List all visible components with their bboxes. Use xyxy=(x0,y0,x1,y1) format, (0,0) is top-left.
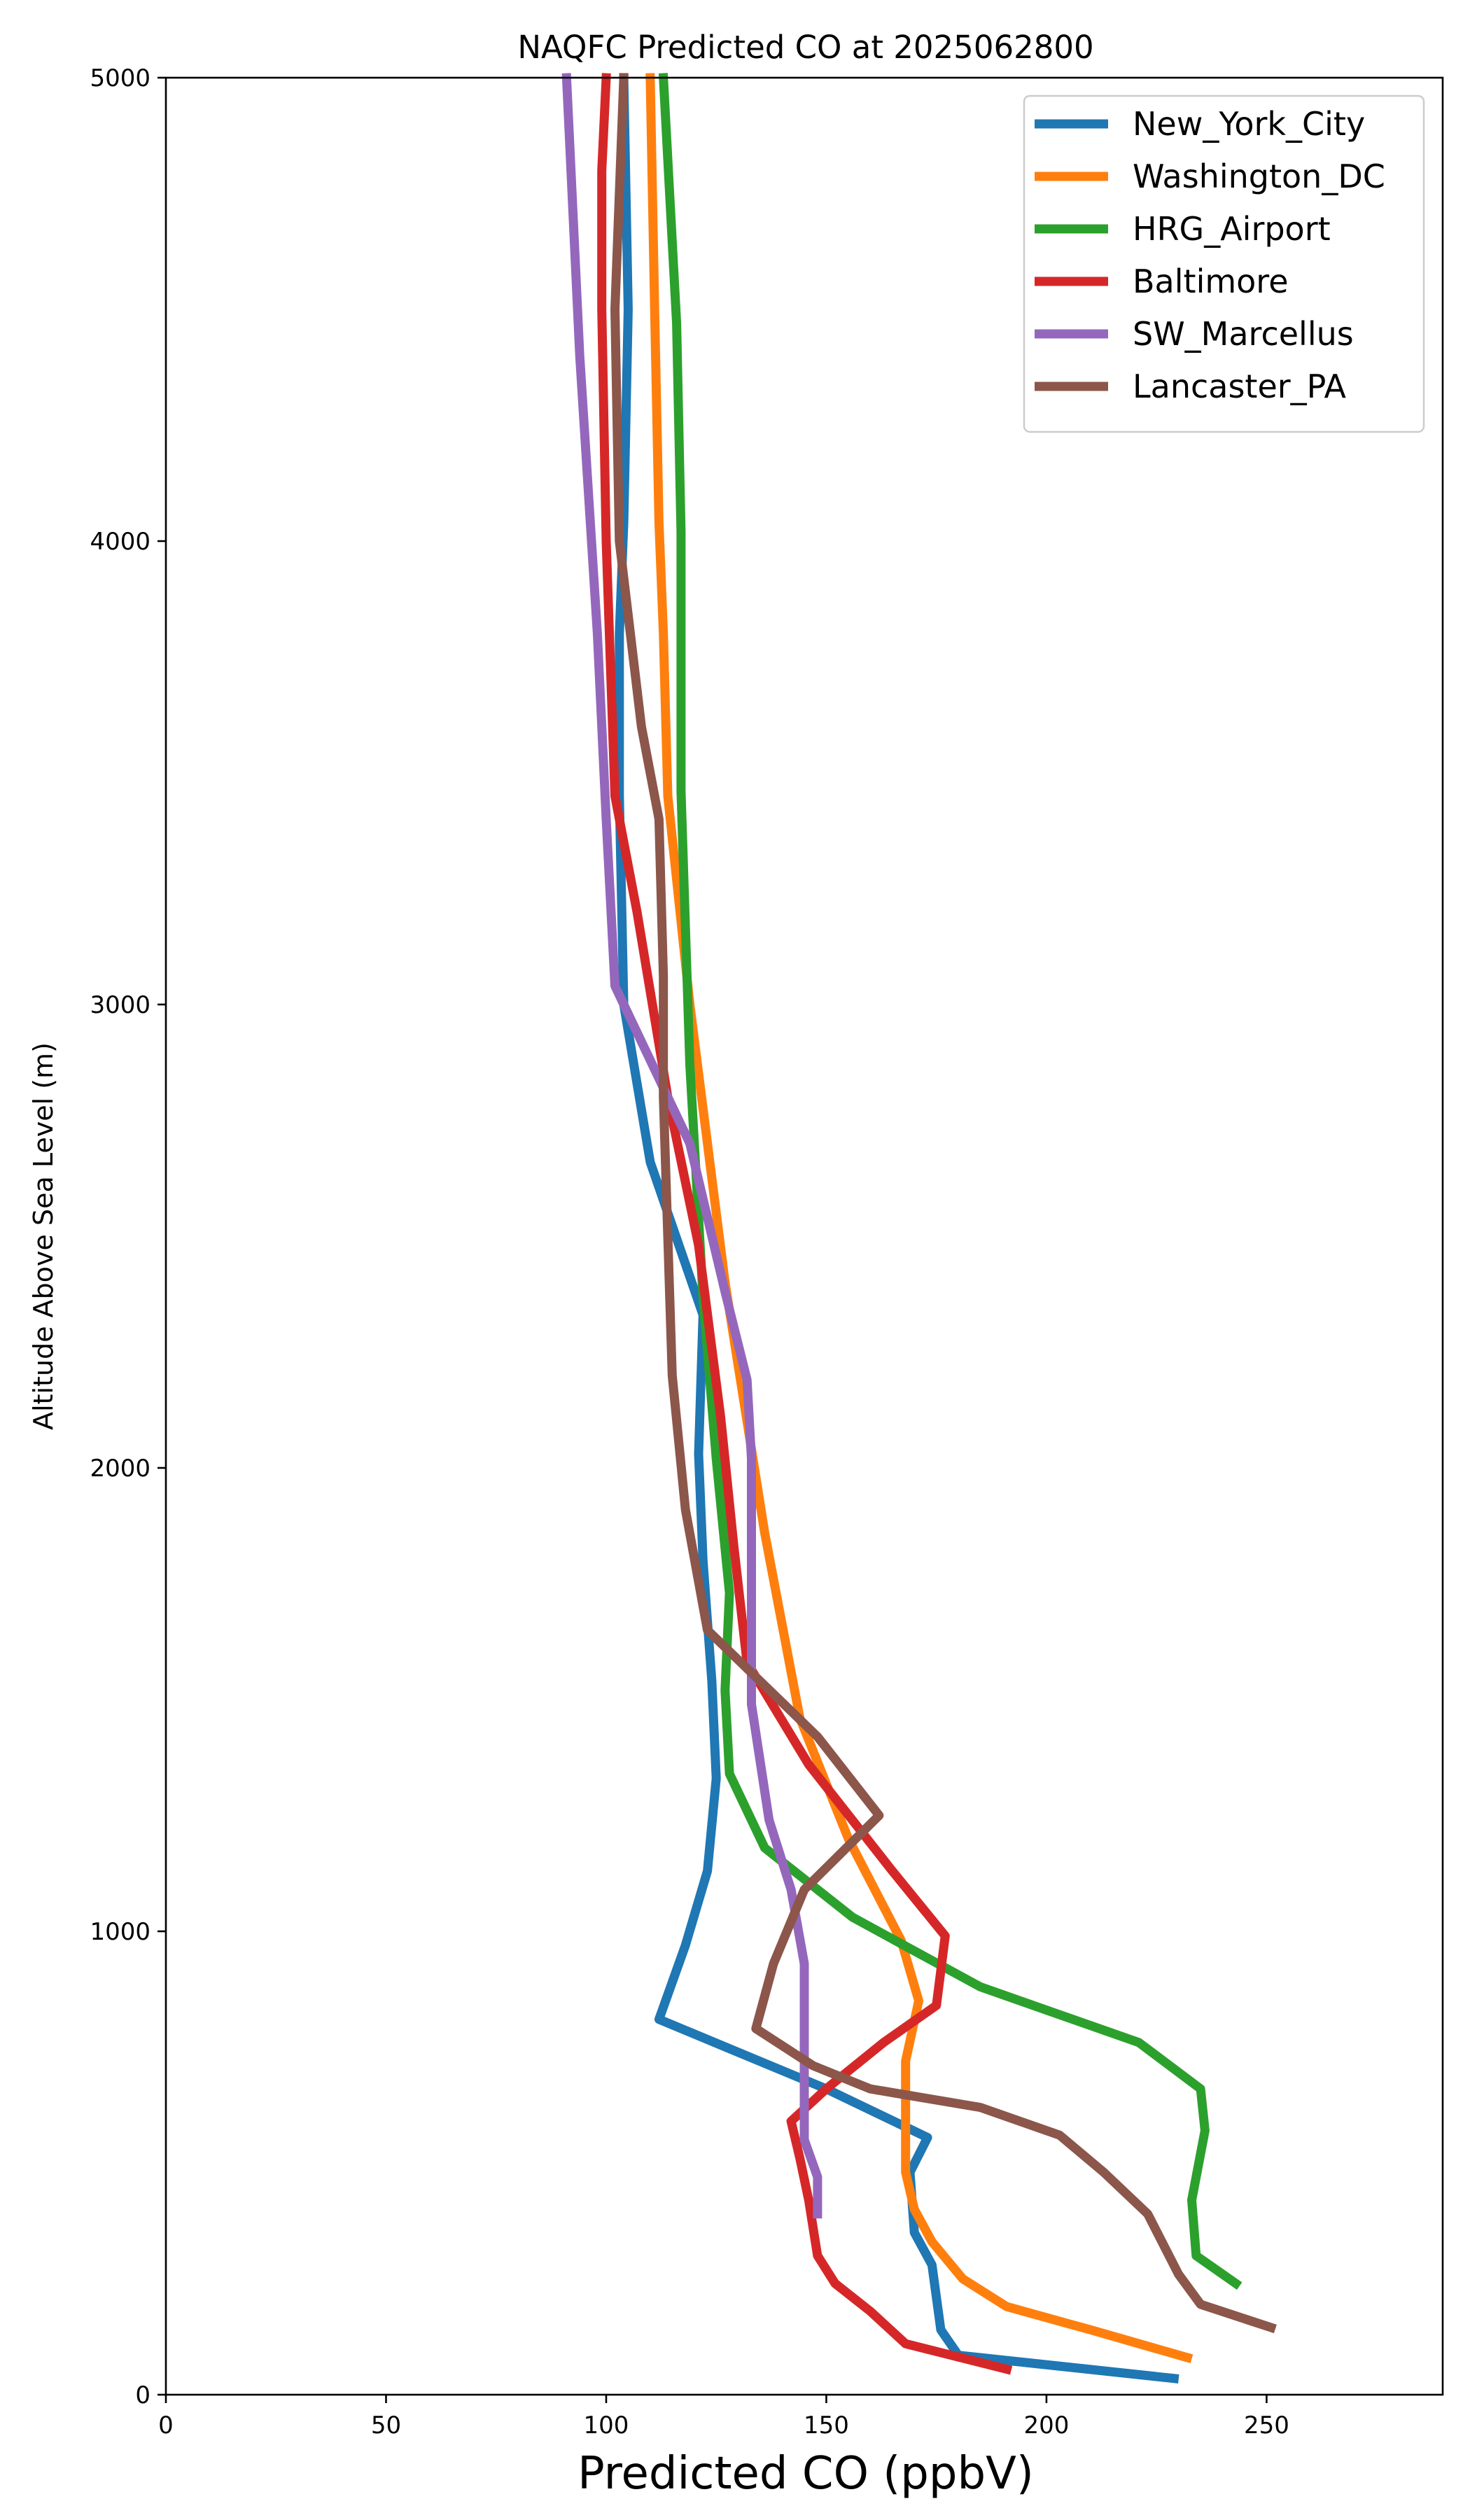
legend-item-washington-dc[interactable]: Washington_DC xyxy=(1035,158,1385,195)
legend-item-baltimore[interactable]: Baltimore xyxy=(1035,262,1289,300)
legend-label: HRG_Airport xyxy=(1133,210,1331,248)
legend-label: Washington_DC xyxy=(1133,158,1385,195)
plot-frame xyxy=(164,76,1444,2396)
x-tick-label: 50 xyxy=(371,2412,401,2440)
series-line-lancaster-pa xyxy=(610,73,1277,2334)
legend-label: Lancaster_PA xyxy=(1133,368,1346,405)
legend-box xyxy=(1023,94,1425,433)
series-line-sw-marcellus xyxy=(561,73,822,2219)
legend-item-sw-marcellus[interactable]: SW_Marcellus xyxy=(1035,315,1354,353)
series-line-baltimore xyxy=(597,73,1013,2375)
y-tick-label: 2000 xyxy=(90,1455,150,1483)
legend-label: New_York_City xyxy=(1133,105,1365,143)
legend-item-lancaster-pa[interactable]: Lancaster_PA xyxy=(1035,368,1346,405)
x-axis-label: Predicted CO (ppbV) xyxy=(578,2448,1034,2500)
x-tick-label: 0 xyxy=(158,2412,174,2440)
legend-item-hrg-airport[interactable]: HRG_Airport xyxy=(1035,210,1331,248)
y-tick-label: 3000 xyxy=(90,991,150,1019)
chart-title: NAQFC Predicted CO at 2025062800 xyxy=(517,29,1093,66)
y-tick-label: 1000 xyxy=(90,1918,150,1946)
x-tick-label: 250 xyxy=(1244,2412,1289,2440)
y-axis: 0 1000 2000 3000 4000 5000 xyxy=(90,64,166,2409)
y-tick-label: 4000 xyxy=(90,528,150,556)
y-axis-label: Altitude Above Sea Level (m) xyxy=(28,1042,59,1430)
x-tick-label: 100 xyxy=(584,2412,629,2440)
x-tick-label: 150 xyxy=(804,2412,849,2440)
y-tick-label: 5000 xyxy=(90,64,150,92)
series-layer xyxy=(561,73,1277,2384)
legend-item-new-york-city[interactable]: New_York_City xyxy=(1035,105,1365,143)
legend-label: Baltimore xyxy=(1133,262,1289,300)
y-tick-label: 0 xyxy=(135,2381,150,2409)
legend[interactable]: New_York_City Washington_DC HRG_Airport Bal… xyxy=(1023,94,1425,433)
series-line-new-york-city xyxy=(615,73,1180,2384)
series-line-hrg-airport xyxy=(658,73,1242,2290)
x-axis: 0 50 100 150 200 250 xyxy=(158,2395,1289,2440)
legend-label: SW_Marcellus xyxy=(1133,315,1354,353)
x-tick-label: 200 xyxy=(1023,2412,1069,2440)
